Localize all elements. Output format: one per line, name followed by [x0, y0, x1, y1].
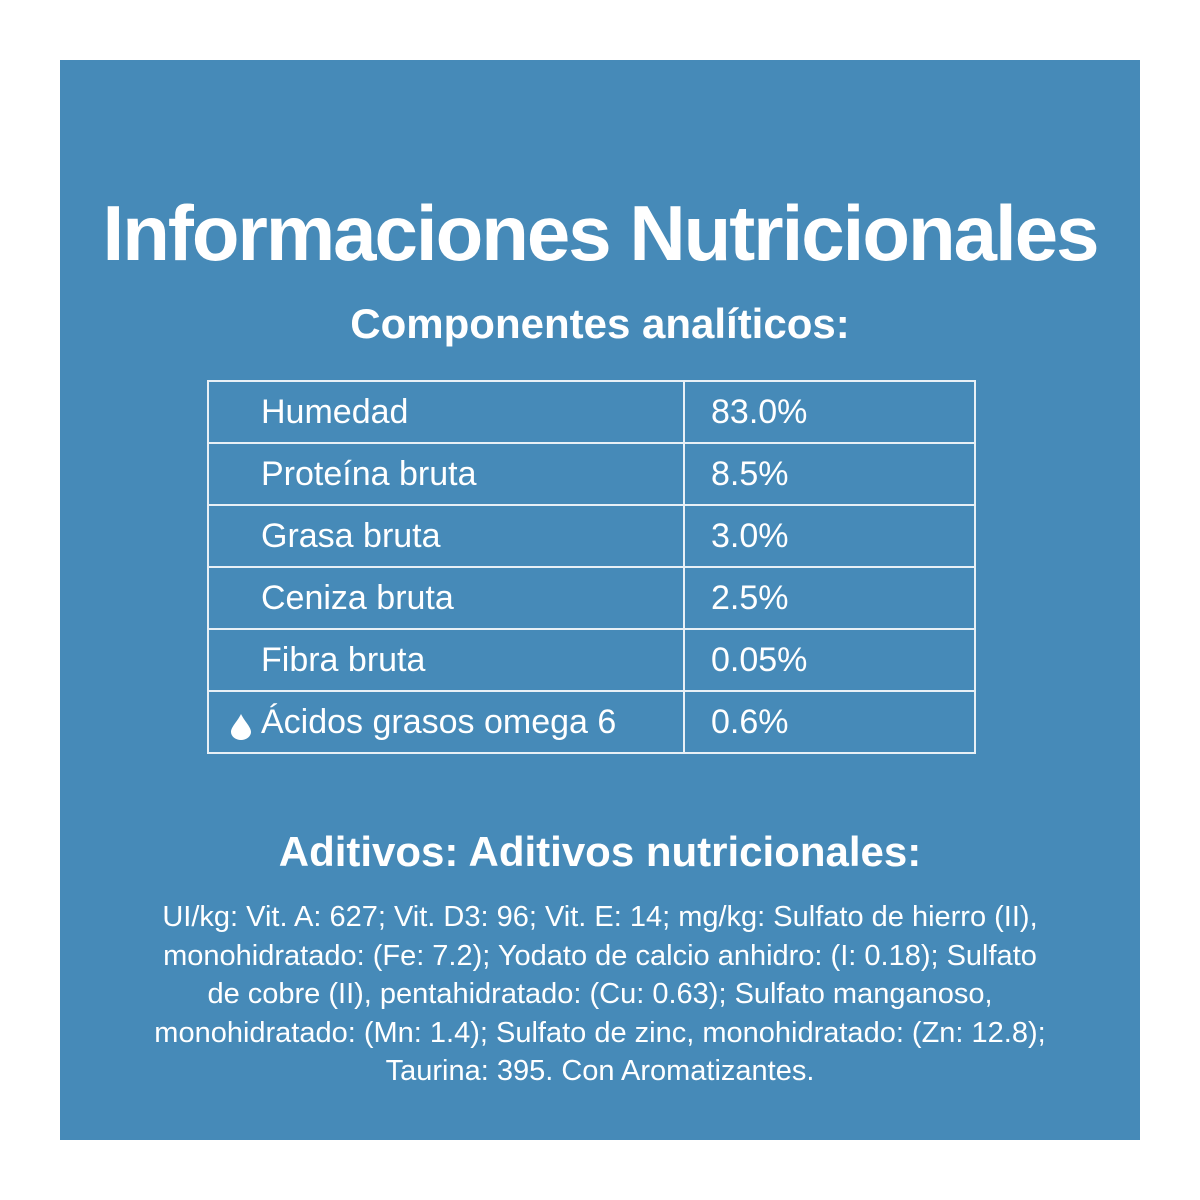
row-label: Grasa bruta	[207, 504, 685, 568]
label-text: Humedad	[261, 392, 409, 431]
label-text: Ceniza bruta	[261, 578, 454, 617]
additives-line: UI/kg: Vit. A: 627; Vit. D3: 96; Vit. E:…	[162, 901, 1038, 933]
row-value: 2.5%	[683, 566, 976, 630]
row-label: Ácidos grasos omega 6	[207, 690, 685, 754]
table: Humedad 83.0% Proteína bruta 8.5% Grasa brut…	[207, 380, 976, 754]
label-text: Proteína bruta	[261, 454, 477, 493]
section-title: Componentes analíticos:	[350, 300, 850, 347]
table-row: Ceniza bruta 2.5%	[207, 566, 976, 630]
drop-icon	[231, 714, 251, 740]
row-value: 8.5%	[683, 442, 976, 506]
label-text: Ácidos grasos omega 6	[261, 702, 617, 741]
row-label: Fibra bruta	[207, 628, 685, 692]
row-value: 0.05%	[683, 628, 976, 692]
row-value: 0.6%	[683, 690, 976, 754]
label-text: Fibra bruta	[261, 640, 426, 679]
additives-title: Aditivos: Aditivos nutricionales:	[278, 828, 922, 875]
label-text: Grasa bruta	[261, 516, 441, 555]
row-label: Ceniza bruta	[207, 566, 685, 630]
table-row: Fibra bruta 0.05%	[207, 628, 976, 692]
additives-line: monohidratado: (Mn: 1.4); Sulfato de zin…	[154, 1016, 1046, 1049]
row-value: 3.0%	[683, 504, 976, 568]
table-row: Grasa bruta 3.0%	[207, 504, 976, 568]
title: Informaciones Nutricionales	[102, 189, 1100, 277]
panel: Informaciones Nutricionales Componentes …	[60, 60, 1140, 1140]
table-row: Proteína bruta 8.5%	[207, 442, 976, 506]
additives-line: Taurina: 395. Con Aromatizantes.	[385, 1055, 815, 1087]
additives-text: UI/kg: Vit. A: 627; Vit. D3: 96; Vit. E:…	[60, 898, 1140, 1091]
row-label: Humedad	[207, 380, 685, 444]
row-value: 83.0%	[683, 380, 976, 444]
additives-line: monohidratado: (Fe: 7.2); Yodato de calc…	[163, 939, 1037, 972]
table-row: Humedad 83.0%	[207, 380, 976, 444]
row-label: Proteína bruta	[207, 442, 685, 506]
additives-line: de cobre (II), pentahidratado: (Cu: 0.63…	[207, 978, 993, 1010]
table-row: Ácidos grasos omega 6 0.6%	[207, 690, 976, 754]
